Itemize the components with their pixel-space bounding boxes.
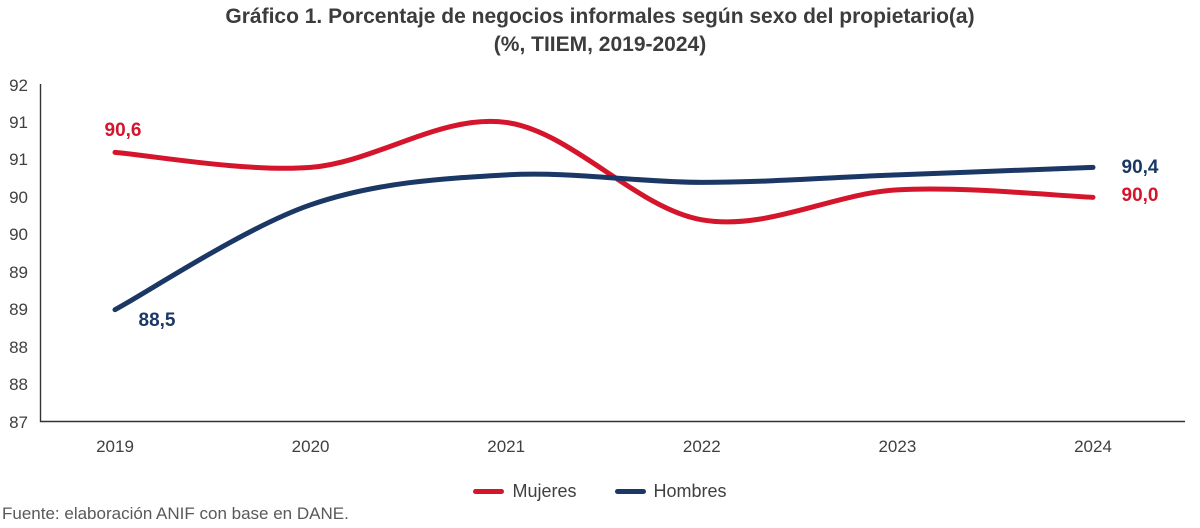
legend: Mujeres Hombres: [0, 480, 1200, 502]
data-label-mujeres-2019: 90,6: [104, 120, 142, 142]
legend-item-mujeres: Mujeres: [473, 480, 577, 502]
data-label-hombres-2019: 88,5: [138, 309, 176, 331]
y-tick-label: 92: [9, 75, 28, 95]
chart-title-line2: (%, TIIEM, 2019-2024): [493, 33, 707, 56]
mujeres-line: [112, 118, 1096, 225]
x-tick-label: 2022: [682, 437, 721, 456]
data-label-mujeres-2024: 90,0: [1121, 185, 1159, 207]
chart-title: Gráfico 1. Porcentaje de negocios inform…: [0, 3, 1200, 59]
source-note: Fuente: elaboración ANIF con base en DAN…: [2, 504, 349, 523]
y-tick-label: 87: [9, 412, 28, 432]
y-tick-label: 88: [9, 375, 28, 395]
x-tick-label: 2019: [96, 437, 134, 456]
x-tick-label: 2021: [487, 437, 526, 456]
legend-item-hombres: Hombres: [614, 480, 727, 502]
y-tick-label: 88: [9, 337, 28, 357]
chart-title-line1: Gráfico 1. Porcentaje de negocios inform…: [225, 5, 975, 28]
mujeres-line-swatch-icon: [473, 488, 505, 494]
hombres-line: [112, 164, 1096, 313]
y-tick-label: 89: [9, 300, 28, 320]
y-tick-label: 90: [9, 187, 28, 207]
legend-label-mujeres: Mujeres: [512, 480, 577, 501]
x-tick-label: 2024: [1074, 437, 1112, 456]
y-tick-label: 90: [9, 225, 28, 245]
y-tick-label: 91: [9, 150, 28, 170]
hombres-line-swatch-icon: [614, 488, 646, 494]
y-tick-label: 89: [9, 262, 28, 282]
x-tick-label: 2023: [878, 437, 917, 456]
x-tick-label: 2020: [291, 437, 330, 456]
legend-label-hombres: Hombres: [653, 480, 727, 501]
y-tick-label: 91: [9, 112, 28, 132]
data-label-hombres-2024: 90,4: [1121, 157, 1159, 179]
axis-lines: [39, 84, 1185, 423]
